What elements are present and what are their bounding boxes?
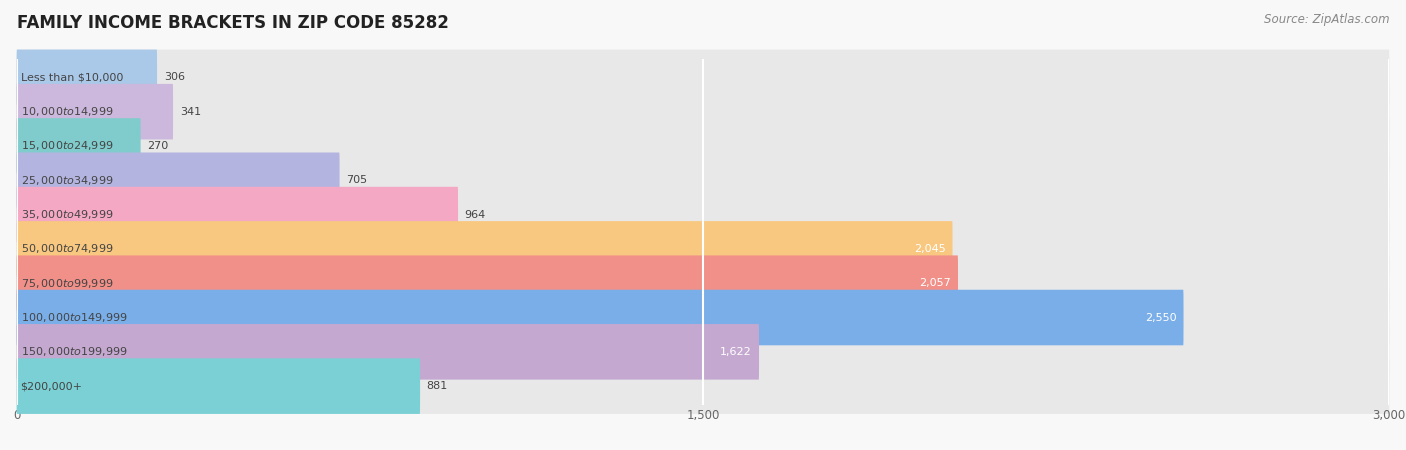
Text: $100,000 to $149,999: $100,000 to $149,999: [21, 311, 127, 324]
Text: $75,000 to $99,999: $75,000 to $99,999: [21, 277, 112, 290]
FancyBboxPatch shape: [17, 290, 1184, 345]
FancyBboxPatch shape: [17, 221, 1389, 277]
Text: Less than $10,000: Less than $10,000: [21, 72, 122, 82]
Text: $35,000 to $49,999: $35,000 to $49,999: [21, 208, 112, 221]
FancyBboxPatch shape: [17, 50, 1389, 105]
FancyBboxPatch shape: [17, 50, 157, 105]
FancyBboxPatch shape: [17, 187, 1389, 243]
FancyBboxPatch shape: [17, 221, 952, 277]
FancyBboxPatch shape: [17, 187, 458, 243]
Text: 705: 705: [346, 176, 367, 185]
FancyBboxPatch shape: [17, 84, 173, 140]
Text: 2,550: 2,550: [1144, 312, 1177, 323]
Text: 270: 270: [148, 141, 169, 151]
Text: $25,000 to $34,999: $25,000 to $34,999: [21, 174, 112, 187]
Text: 881: 881: [426, 381, 449, 391]
FancyBboxPatch shape: [17, 358, 420, 414]
FancyBboxPatch shape: [17, 290, 1389, 345]
Text: 2,057: 2,057: [920, 278, 950, 288]
Text: Source: ZipAtlas.com: Source: ZipAtlas.com: [1264, 14, 1389, 27]
Text: FAMILY INCOME BRACKETS IN ZIP CODE 85282: FAMILY INCOME BRACKETS IN ZIP CODE 85282: [17, 14, 449, 32]
FancyBboxPatch shape: [17, 324, 1389, 380]
Text: $10,000 to $14,999: $10,000 to $14,999: [21, 105, 112, 118]
Text: $200,000+: $200,000+: [21, 381, 83, 391]
Text: 1,622: 1,622: [720, 347, 752, 357]
Text: $50,000 to $74,999: $50,000 to $74,999: [21, 243, 112, 256]
Text: 306: 306: [163, 72, 184, 82]
FancyBboxPatch shape: [17, 118, 1389, 174]
FancyBboxPatch shape: [17, 153, 1389, 208]
FancyBboxPatch shape: [17, 256, 957, 311]
FancyBboxPatch shape: [17, 324, 759, 380]
Text: 341: 341: [180, 107, 201, 117]
Text: $150,000 to $199,999: $150,000 to $199,999: [21, 345, 127, 358]
FancyBboxPatch shape: [17, 118, 141, 174]
Text: 964: 964: [465, 210, 486, 220]
FancyBboxPatch shape: [17, 84, 1389, 140]
Text: 2,045: 2,045: [914, 244, 945, 254]
FancyBboxPatch shape: [17, 358, 1389, 414]
Text: $15,000 to $24,999: $15,000 to $24,999: [21, 140, 112, 153]
FancyBboxPatch shape: [17, 256, 1389, 311]
FancyBboxPatch shape: [17, 153, 340, 208]
